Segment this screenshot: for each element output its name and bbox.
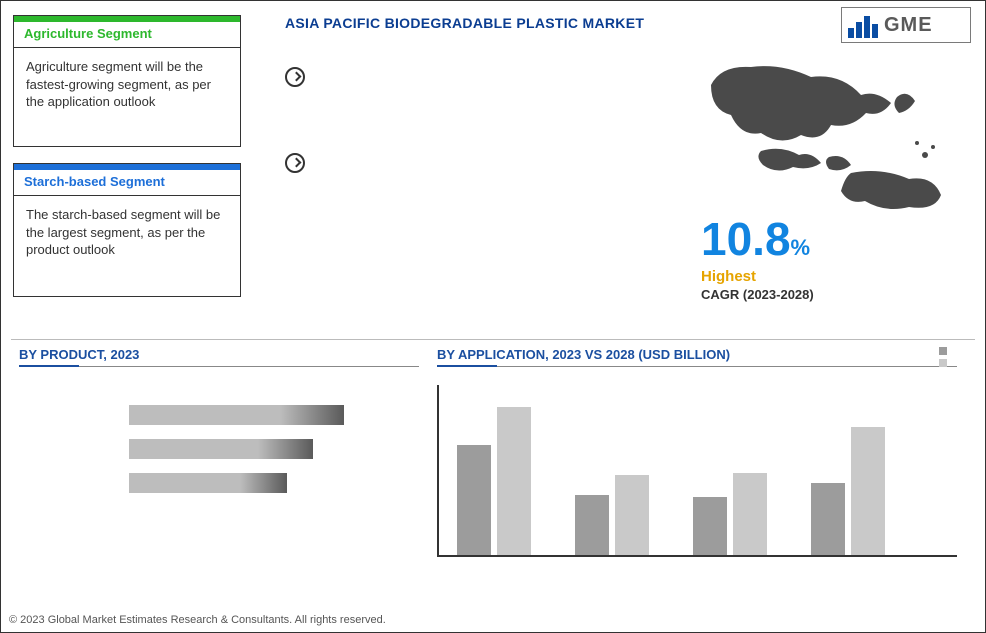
bar-2023 <box>693 497 727 555</box>
legend-swatch-icon <box>939 359 947 367</box>
segment-body: Agriculture segment will be the fastest-… <box>14 48 240 121</box>
segment-card-agriculture: Agriculture Segment Agriculture segment … <box>13 15 241 147</box>
bar-group <box>811 427 885 555</box>
segment-body: The starch-based segment will be the lar… <box>14 196 240 269</box>
bar-2028 <box>497 407 531 555</box>
logo-text: GME <box>884 14 933 37</box>
legend-swatch-icon <box>939 347 947 355</box>
hbar-row <box>129 439 389 459</box>
by-application-section: BY APPLICATION, 2023 VS 2028 (USD BILLIO… <box>437 347 957 557</box>
by-application-chart <box>437 385 957 557</box>
hbar <box>129 405 342 425</box>
segment-header: Starch-based Segment <box>14 164 240 196</box>
legend <box>939 347 947 371</box>
hbar-row <box>129 473 389 493</box>
hbar <box>129 473 285 493</box>
segment-card-starch: Starch-based Segment The starch-based se… <box>13 163 241 297</box>
bullet-item <box>285 67 665 87</box>
hbar <box>129 439 311 459</box>
top-region: Agriculture Segment Agriculture segment … <box>1 1 985 339</box>
cagr-period-label: CAGR (2023-2028) <box>701 287 961 302</box>
logo-bars-icon <box>848 12 878 38</box>
bar-group <box>693 473 767 555</box>
bar-2028 <box>733 473 767 555</box>
copyright-text: © 2023 Global Market Estimates Research … <box>9 614 386 626</box>
cagr-value: 10.8% <box>701 216 961 262</box>
by-product-section: BY PRODUCT, 2023 <box>19 347 419 507</box>
bottom-region: BY PRODUCT, 2023 BY APPLICATION, 2023 VS… <box>1 343 985 583</box>
infographic-container: Agriculture Segment Agriculture segment … <box>0 0 986 633</box>
cagr-percent: % <box>791 235 811 260</box>
main-title: ASIA PACIFIC BIODEGRADABLE PLASTIC MARKE… <box>285 15 644 31</box>
hbar-row <box>129 405 389 425</box>
bar-2028 <box>851 427 885 555</box>
segment-header: Agriculture Segment <box>14 16 240 48</box>
by-product-chart <box>129 405 389 493</box>
asia-pacific-region: 10.8% Highest CAGR (2023-2028) <box>701 55 961 335</box>
bar-group <box>575 475 649 555</box>
by-product-title: BY PRODUCT, 2023 <box>19 347 419 367</box>
bar-group <box>457 407 531 555</box>
bar-2023 <box>811 483 845 555</box>
chevron-circle-icon <box>285 67 305 87</box>
bar-2028 <box>615 475 649 555</box>
cagr-number: 10.8 <box>701 213 791 265</box>
bullet-item <box>285 153 665 173</box>
cagr-highest-label: Highest <box>701 268 961 285</box>
gme-logo: GME <box>841 7 971 43</box>
bar-2023 <box>457 445 491 555</box>
divider <box>11 339 975 340</box>
legend-item <box>939 359 947 367</box>
chevron-circle-icon <box>285 153 305 173</box>
bar-2023 <box>575 495 609 555</box>
legend-item <box>939 347 947 355</box>
by-application-title: BY APPLICATION, 2023 VS 2028 (USD BILLIO… <box>437 347 957 367</box>
asia-pacific-map-icon <box>701 55 961 215</box>
bullet-list <box>285 67 665 239</box>
